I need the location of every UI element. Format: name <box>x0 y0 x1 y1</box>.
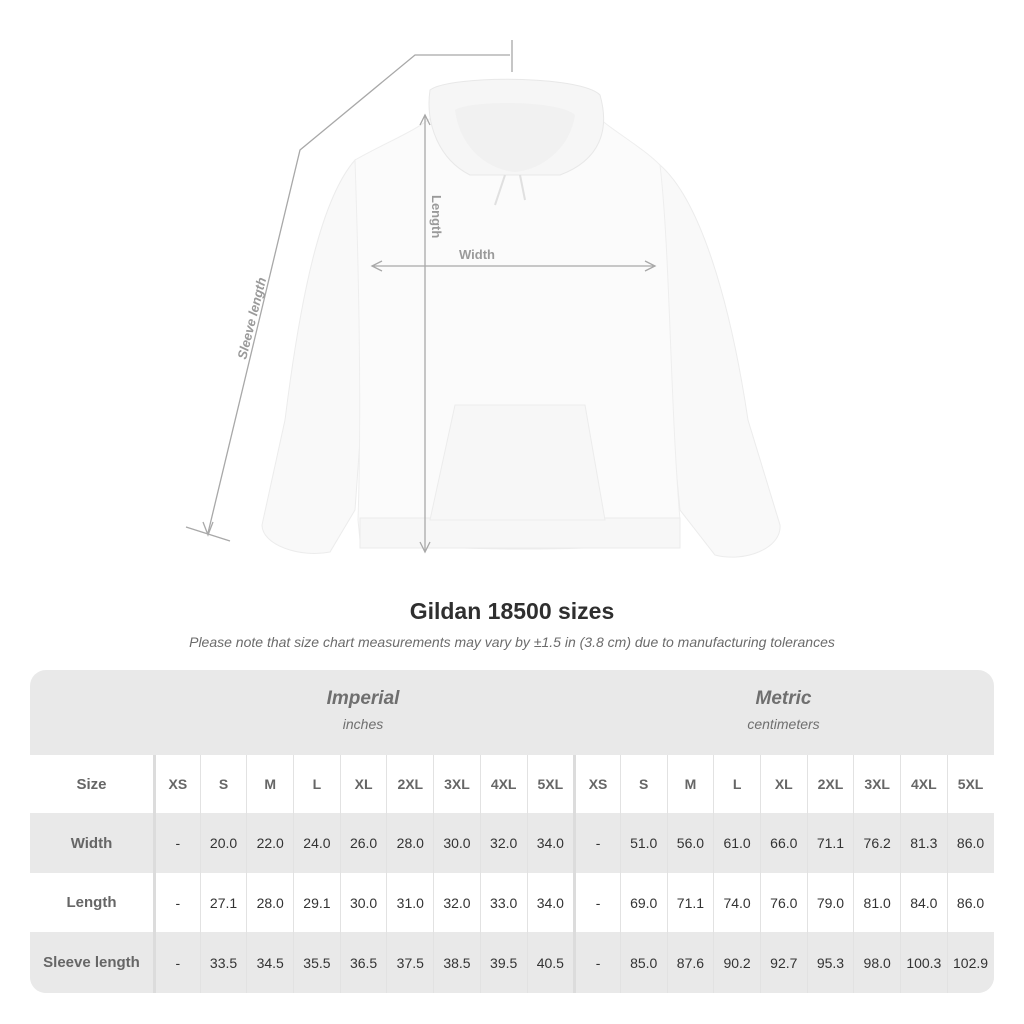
row-label: Width <box>70 834 113 852</box>
metric-value-cell: 98.0 <box>853 932 900 993</box>
metric-title: Metric <box>755 688 812 709</box>
metric-value-cell: 84.0 <box>900 873 947 932</box>
metric-value-cell: 79.0 <box>806 873 854 932</box>
imperial-value-cell: - <box>153 932 200 993</box>
metric-value-cell: 56.0 <box>666 813 714 873</box>
metric-size-5xl: 5XL <box>946 755 994 813</box>
imperial-size-3xl: 3XL <box>433 755 480 813</box>
imperial-value-cell: - <box>153 873 200 932</box>
metric-size-2xl: 2XL <box>806 755 854 813</box>
hoodie-diagram: Sleeve length Length Width <box>185 40 781 558</box>
imperial-size-xl: XL <box>339 755 387 813</box>
metric-value-cell: 71.1 <box>666 873 714 932</box>
metric-size-xl: XL <box>759 755 807 813</box>
imperial-value-cell: 34.5 <box>246 932 293 993</box>
imperial-size-m: M <box>246 755 293 813</box>
metric-unit: centimeters <box>747 716 820 732</box>
imperial-value-cell: 24.0 <box>293 813 340 873</box>
metric-value-cell: 87.6 <box>666 932 714 993</box>
imperial-size-2xl: 2XL <box>386 755 433 813</box>
measurement-lines <box>185 40 657 554</box>
sleeve-length-label: Sleeve length <box>234 276 269 361</box>
metric-size-m: M <box>666 755 714 813</box>
imperial-value-cell: 30.0 <box>339 873 387 932</box>
imperial-value-cell: 30.0 <box>433 813 480 873</box>
imperial-size-5xl: 5XL <box>526 755 574 813</box>
imperial-value-cell: 35.5 <box>293 932 340 993</box>
imperial-value-cell: 31.0 <box>386 873 433 932</box>
imperial-value-cell: 40.5 <box>526 932 574 993</box>
metric-header: Metric centimeters <box>573 670 994 755</box>
imperial-value-cell: 37.5 <box>386 932 433 993</box>
metric-value-cell: - <box>573 932 620 993</box>
metric-value-cell: 74.0 <box>713 873 760 932</box>
metric-value-cell: 66.0 <box>759 813 807 873</box>
imperial-size-xs: XS <box>153 755 200 813</box>
tolerance-note: Please note that size chart measurements… <box>189 634 835 650</box>
metric-value-cell: 76.2 <box>853 813 900 873</box>
metric-value-cell: 90.2 <box>713 932 760 993</box>
imperial-header: Imperial inches <box>153 670 573 755</box>
imperial-value-cell: 34.0 <box>526 873 574 932</box>
imperial-value-cell: 27.1 <box>199 873 247 932</box>
imperial-size-l: L <box>293 755 340 813</box>
row-label: Sleeve length <box>43 954 140 971</box>
imperial-value-cell: 20.0 <box>199 813 247 873</box>
imperial-unit: inches <box>342 716 384 732</box>
metric-size-3xl: 3XL <box>853 755 900 813</box>
imperial-value-cell: 36.5 <box>339 932 387 993</box>
metric-value-cell: - <box>573 873 620 932</box>
imperial-value-cell: - <box>153 813 200 873</box>
imperial-value-cell: 34.0 <box>526 813 574 873</box>
imperial-value-cell: 33.0 <box>479 873 527 932</box>
metric-size-l: L <box>713 755 760 813</box>
metric-value-cell: 86.0 <box>946 813 994 873</box>
imperial-title: Imperial <box>326 688 400 709</box>
metric-value-cell: 85.0 <box>619 932 667 993</box>
table-row: Length -27.1 28.0 29.1 30.0 31.0 32.0 33.0 34.0-… <box>30 873 994 932</box>
table-row: Sleeve length -33.5 34.5 35.5 36.5 37.5 38.5 39… <box>30 932 994 993</box>
width-label: Width <box>459 247 495 262</box>
imperial-value-cell: 32.0 <box>479 813 527 873</box>
size-header-row: Size XS S M L XL 2XL 3XL 4XL 5XL XS S M L XL 2XL 3XL 4XL 5… <box>30 755 994 813</box>
imperial-value-cell: 29.1 <box>293 873 340 932</box>
size-table: Imperial inches Metric centimeters Size X… <box>30 670 994 993</box>
metric-value-cell: 76.0 <box>759 873 807 932</box>
metric-value-cell: 92.7 <box>759 932 807 993</box>
imperial-size-4xl: 4XL <box>479 755 527 813</box>
metric-value-cell: 69.0 <box>619 873 667 932</box>
length-label: Length <box>429 195 444 238</box>
metric-value-cell: 81.0 <box>853 873 900 932</box>
imperial-value-cell: 26.0 <box>339 813 387 873</box>
imperial-value-cell: 38.5 <box>433 932 480 993</box>
metric-value-cell: 102.9 <box>946 932 994 993</box>
metric-value-cell: 81.3 <box>900 813 947 873</box>
metric-value-cell: 86.0 <box>946 873 994 932</box>
imperial-size-s: S <box>199 755 247 813</box>
imperial-value-cell: 28.0 <box>246 873 293 932</box>
imperial-value-cell: 33.5 <box>199 932 247 993</box>
metric-size-4xl: 4XL <box>900 755 947 813</box>
table-row: Width -20.0 22.0 24.0 26.0 28.0 30.0 32.0 34.0-5… <box>30 813 994 873</box>
metric-value-cell: 95.3 <box>806 932 854 993</box>
size-label: Size <box>76 775 107 793</box>
metric-size-xs: XS <box>573 755 620 813</box>
imperial-value-cell: 28.0 <box>386 813 433 873</box>
metric-value-cell: - <box>573 813 620 873</box>
row-label: Length <box>66 894 117 911</box>
metric-value-cell: 71.1 <box>806 813 854 873</box>
hoodie-image <box>261 78 781 558</box>
metric-size-s: S <box>619 755 667 813</box>
metric-value-cell: 51.0 <box>619 813 667 873</box>
imperial-value-cell: 32.0 <box>433 873 480 932</box>
page-title: Gildan 18500 sizes <box>409 598 615 624</box>
imperial-value-cell: 39.5 <box>479 932 527 993</box>
imperial-value-cell: 22.0 <box>246 813 293 873</box>
metric-value-cell: 100.3 <box>900 932 947 993</box>
metric-value-cell: 61.0 <box>713 813 760 873</box>
